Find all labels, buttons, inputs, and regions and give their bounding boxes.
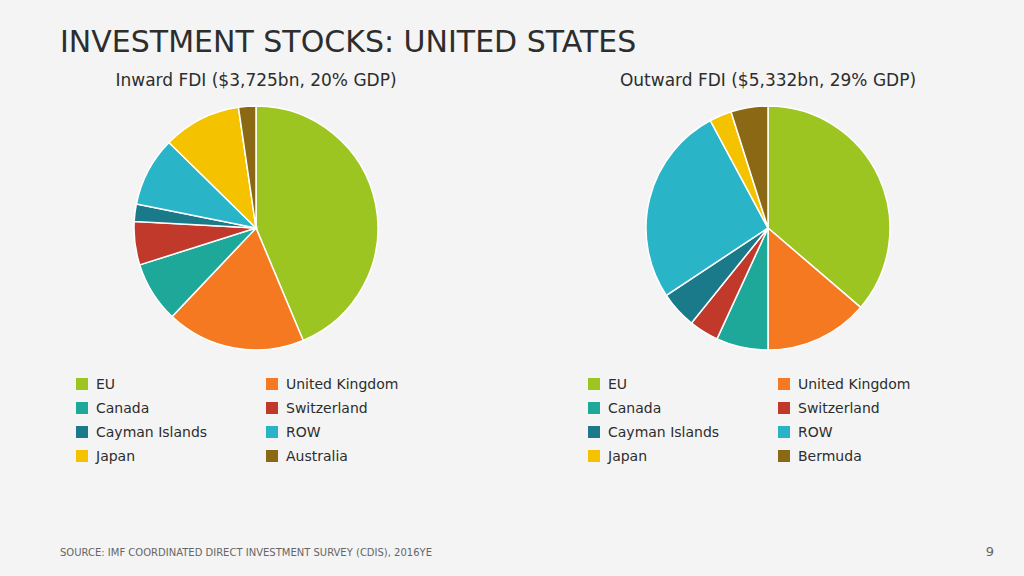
legend-swatch [778, 378, 790, 390]
legend-swatch [266, 450, 278, 462]
pie-panel: Outward FDI ($5,332bn, 29% GDP) EU United … [588, 70, 916, 464]
pie-title: Outward FDI ($5,332bn, 29% GDP) [620, 70, 916, 90]
legend-label: Japan [95, 448, 135, 464]
legend-label: Cayman Islands [608, 424, 719, 440]
legend-label: EU [96, 376, 115, 392]
legend-label: United Kingdom [798, 376, 910, 392]
legend-label: Switzerland [286, 400, 368, 416]
legend-label: Japan [607, 448, 647, 464]
chart-canvas: INVESTMENT STOCKS: UNITED STATES SOURCE: … [0, 0, 1024, 576]
legend-label: Canada [608, 400, 661, 416]
pie-slice [731, 106, 768, 228]
legend-swatch [76, 450, 88, 462]
page-title: INVESTMENT STOCKS: UNITED STATES [60, 24, 636, 59]
legend-label: Canada [96, 400, 149, 416]
legend-swatch [76, 402, 88, 414]
background [0, 0, 1024, 576]
pie-slices [134, 106, 378, 350]
legend-swatch [76, 378, 88, 390]
pie-slice [238, 106, 256, 228]
pie-slices [646, 106, 890, 350]
legend-swatch [778, 450, 790, 462]
pie-slice [768, 228, 861, 350]
legend-swatch [266, 378, 278, 390]
legend-swatch [588, 402, 600, 414]
legend-swatch [588, 450, 600, 462]
source-note: SOURCE: IMF COORDINATED DIRECT INVESTMEN… [60, 547, 432, 558]
legend-label: Switzerland [798, 400, 880, 416]
legend: EU United Kingdom Canada Switzerland Cayman … [76, 376, 398, 464]
legend-label: ROW [286, 424, 321, 440]
legend-swatch [266, 426, 278, 438]
legend-label: Cayman Islands [96, 424, 207, 440]
legend-swatch [778, 426, 790, 438]
legend-label: United Kingdom [286, 376, 398, 392]
legend-label: ROW [798, 424, 833, 440]
legend-swatch [76, 426, 88, 438]
legend-swatch [266, 402, 278, 414]
legend-label: Australia [286, 448, 348, 464]
pie-slice [134, 221, 256, 264]
legend-label: Bermuda [798, 448, 862, 464]
page-number: 9 [986, 544, 994, 559]
legend-swatch [588, 378, 600, 390]
legend-label: EU [608, 376, 627, 392]
pie-title: Inward FDI ($3,725bn, 20% GDP) [115, 70, 396, 90]
legend: EU United Kingdom Canada Switzerland Cayman … [588, 376, 910, 464]
legend-swatch [778, 402, 790, 414]
legend-swatch [588, 426, 600, 438]
pie-panel: Inward FDI ($3,725bn, 20% GDP) EU United K… [76, 70, 398, 464]
